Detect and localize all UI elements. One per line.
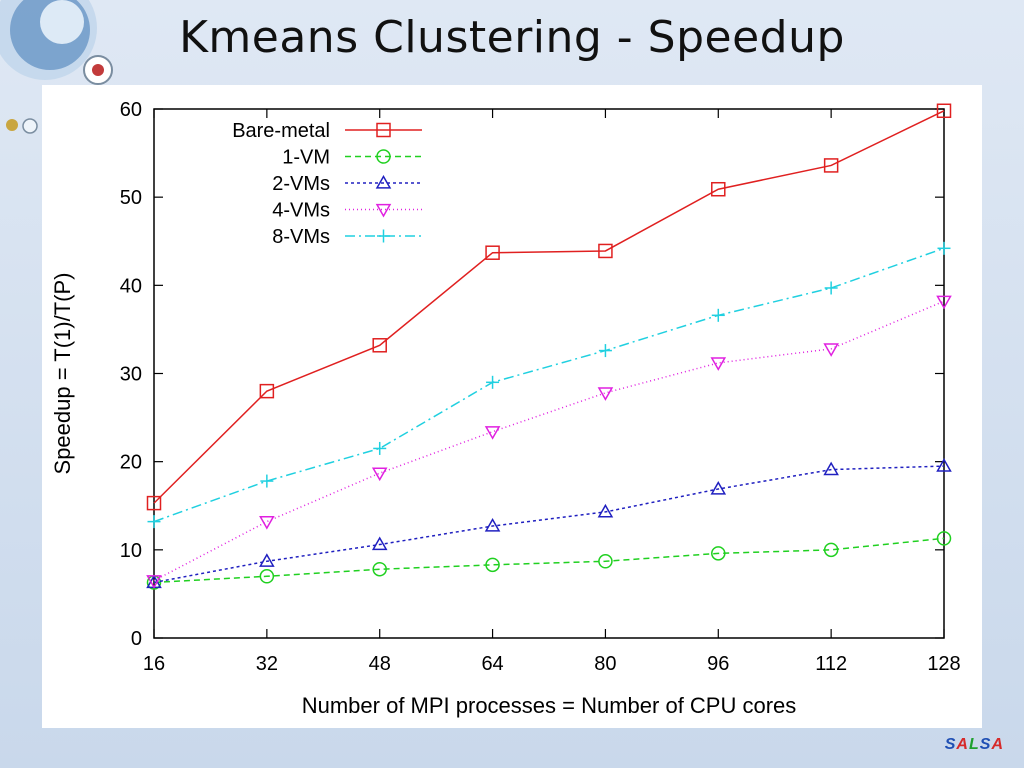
- data-point-bare-metal: [372, 338, 387, 353]
- data-point-4-vms: [484, 426, 501, 440]
- chart-frame: 0 10 20 30 40 50 60 16 32 48 64 80 96 112 128 Bare-met…: [42, 85, 982, 728]
- y-axis-label: Speedup = T(1)/T(P): [50, 273, 75, 475]
- series-line-4-vms: [153, 300, 945, 582]
- x-tick-label: 128: [927, 653, 960, 675]
- brand-letter: S: [944, 736, 957, 753]
- data-point-2-vms: [823, 461, 839, 476]
- x-tick-label: 48: [369, 653, 391, 675]
- data-point-1-vm: [711, 546, 726, 561]
- series-line-2-vms: [153, 465, 945, 584]
- series-line-1-vm: [153, 537, 945, 584]
- legend-label-4-vms: 4-VMs: [272, 200, 330, 222]
- data-point-8-vms: [373, 441, 387, 455]
- brand-letter: L: [968, 736, 980, 753]
- x-tick-label: 80: [594, 653, 616, 675]
- brand-letter: A: [991, 736, 1004, 753]
- legend-label-8-vms: 8-VMs: [272, 226, 330, 248]
- data-point-bare-metal: [598, 243, 613, 259]
- data-point-2-vms: [484, 518, 501, 532]
- data-point-8-vms: [937, 241, 951, 255]
- data-point-bare-metal: [146, 495, 162, 511]
- y-tick-label: 50: [120, 187, 142, 209]
- series-line-bare-metal: [153, 110, 945, 504]
- data-point-1-vm: [823, 542, 839, 558]
- data-point-bare-metal: [936, 103, 952, 119]
- slide-title: Kmeans Clustering - Speedup: [179, 12, 845, 63]
- x-tick-label: 112: [815, 653, 847, 675]
- data-point-1-vm: [485, 557, 500, 573]
- x-tick-label: 16: [143, 653, 165, 675]
- data-point-2-vms: [710, 480, 727, 495]
- data-point-1-vm: [598, 554, 613, 569]
- data-point-bare-metal: [485, 245, 500, 260]
- data-point-8-vms: [486, 375, 500, 389]
- legend-marker-1-vm: [376, 149, 391, 164]
- data-point-4-vms: [597, 387, 614, 401]
- data-point-4-vms: [936, 295, 952, 310]
- data-point-8-vms: [598, 344, 612, 358]
- y-tick-label: 60: [120, 99, 142, 121]
- data-point-4-vms: [146, 575, 162, 589]
- legend-marker-bare-metal: [376, 122, 391, 138]
- series-line-8-vms: [153, 247, 945, 523]
- y-tick-label: 10: [120, 540, 142, 562]
- data-point-2-vms: [936, 458, 952, 472]
- data-point-4-vms: [710, 357, 727, 371]
- legend-label-2-vms: 2-VMs: [272, 173, 330, 195]
- globe-logo-icon: [0, 0, 113, 134]
- data-point-4-vms: [371, 467, 388, 482]
- data-point-1-vm: [936, 531, 952, 546]
- data-point-8-vms: [711, 308, 725, 322]
- brand-letter: A: [956, 736, 969, 753]
- speedup-line-chart: 0 10 20 30 40 50 60 16 32 48 64 80 96 112 128 Bare-met…: [50, 99, 961, 718]
- data-point-bare-metal: [259, 383, 275, 399]
- data-point-1-vm: [372, 561, 387, 577]
- data-point-2-vms: [371, 536, 388, 551]
- y-tick-label: 30: [120, 364, 142, 386]
- data-point-2-vms: [597, 503, 614, 518]
- data-point-8-vms: [260, 474, 274, 488]
- legend-marker-4-vms: [375, 203, 392, 218]
- x-axis-label: Number of MPI processes = Number of CPU …: [302, 693, 797, 718]
- legend-label-bare-metal: Bare-metal: [232, 120, 330, 142]
- data-point-2-vms: [259, 553, 275, 567]
- y-tick-label: 0: [131, 628, 142, 650]
- y-tick-label: 40: [120, 275, 142, 297]
- legend-label-1-vm: 1-VM: [282, 147, 330, 169]
- brand-letter: S: [979, 736, 992, 753]
- data-point-bare-metal: [711, 181, 726, 197]
- legend-marker-2-vms: [375, 174, 392, 189]
- x-tick-label: 96: [707, 653, 729, 675]
- data-point-8-vms: [824, 281, 838, 295]
- data-point-8-vms: [147, 515, 161, 529]
- x-tick-label: 32: [256, 653, 278, 675]
- data-point-4-vms: [823, 343, 839, 357]
- data-point-4-vms: [259, 515, 275, 530]
- legend-marker-8-vms: [377, 229, 390, 243]
- data-point-bare-metal: [823, 158, 839, 173]
- salsa-brand-logo: SALSA: [945, 736, 1004, 754]
- y-tick-label: 20: [120, 452, 142, 474]
- data-point-1-vm: [259, 569, 275, 584]
- x-tick-label: 64: [481, 653, 503, 675]
